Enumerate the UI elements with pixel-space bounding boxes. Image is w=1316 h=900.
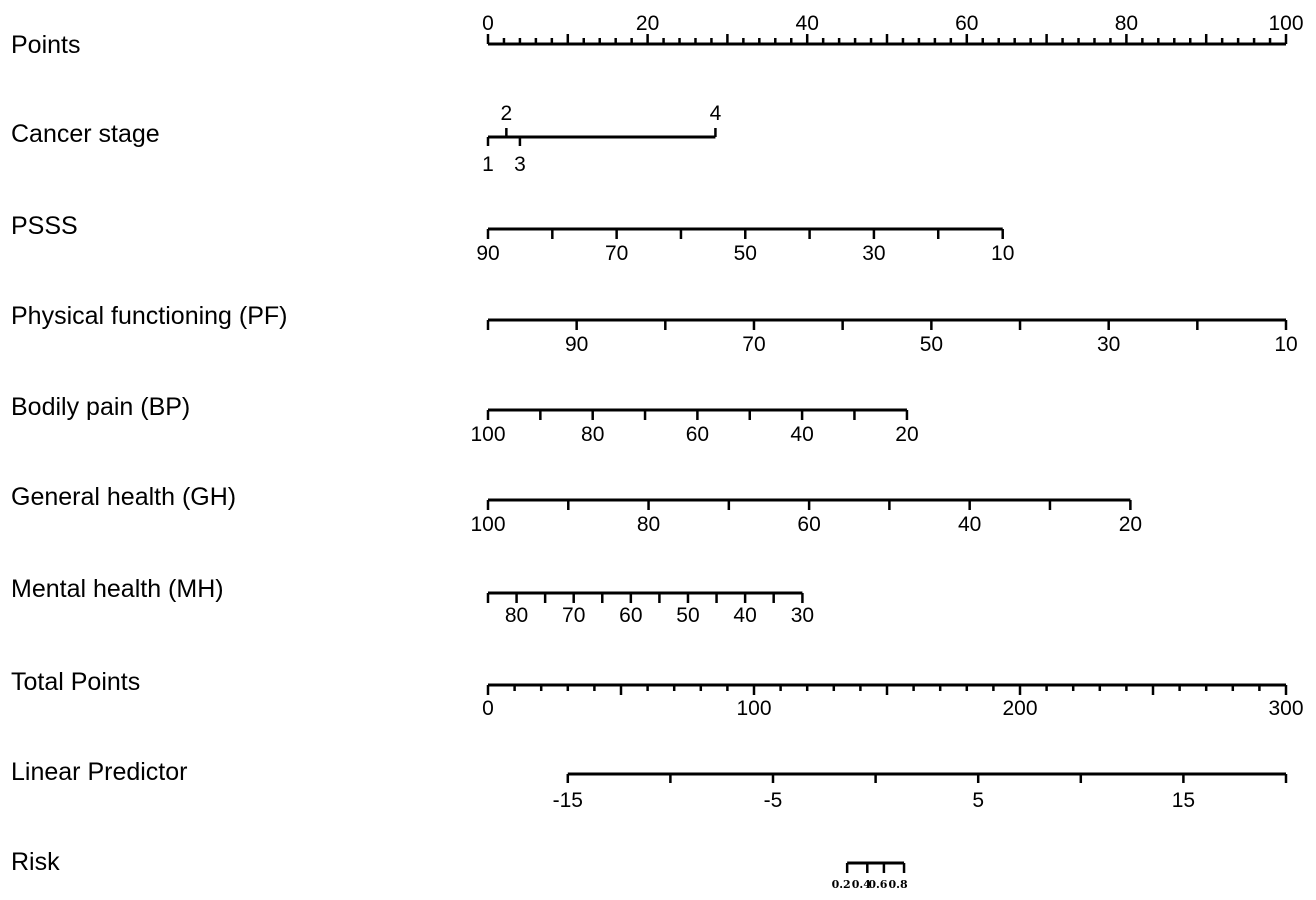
bodily-pain-tick-label: 80 — [581, 423, 604, 446]
row-label-points: Points — [11, 31, 80, 59]
psss-tick-label: 90 — [476, 242, 499, 265]
points-tick-label: 60 — [955, 12, 978, 35]
row-labels: Points Cancer stage PSSS Physical functi… — [11, 31, 288, 876]
psss-tick-label: 30 — [862, 242, 885, 265]
linear-predictor-tick-label: 5 — [972, 789, 984, 812]
points-tick-label: 20 — [636, 12, 659, 35]
bodily-pain-tick-label: 20 — [895, 423, 918, 446]
row-label-physical-functioning: Physical functioning (PF) — [11, 302, 288, 330]
row-label-cancer-stage: Cancer stage — [11, 120, 160, 148]
risk-tick-label: 0.4 — [852, 878, 871, 891]
cancer-stage-tick-label: 4 — [710, 102, 722, 125]
points-tick-label: 0 — [482, 12, 494, 35]
total-points-tick-label: 200 — [1002, 697, 1037, 720]
bodily-pain-tick-label: 60 — [686, 423, 709, 446]
mental-health-tick-label: 70 — [562, 604, 585, 627]
linear-predictor-tick-label: -5 — [764, 789, 783, 812]
risk-tick-label: 0.6 — [868, 878, 887, 891]
row-label-bodily-pain: Bodily pain (BP) — [11, 393, 190, 421]
mental-health-tick-label: 80 — [505, 604, 528, 627]
physical-functioning-tick-label: 30 — [1097, 333, 1120, 356]
mental-health-tick-label: 40 — [733, 604, 756, 627]
points-tick-label: 100 — [1268, 12, 1303, 35]
cancer-stage-tick-label: 2 — [501, 102, 513, 125]
mental-health-tick-label: 60 — [619, 604, 642, 627]
general-health-tick-label: 20 — [1119, 513, 1142, 536]
psss-tick-label: 70 — [605, 242, 628, 265]
cancer-stage-tick-label: 1 — [482, 153, 494, 176]
risk-tick-label: 0.8 — [888, 878, 907, 891]
row-label-risk: Risk — [11, 848, 60, 876]
linear-predictor-tick-label: 15 — [1172, 789, 1195, 812]
row-label-psss: PSSS — [11, 212, 78, 240]
physical-functioning-tick-label: 90 — [565, 333, 588, 356]
mental-health-tick-label: 30 — [791, 604, 814, 627]
row-label-linear-predictor: Linear Predictor — [11, 758, 187, 786]
points-tick-label: 40 — [796, 12, 819, 35]
points-tick-label: 80 — [1115, 12, 1138, 35]
general-health-tick-label: 60 — [797, 513, 820, 536]
risk-tick-label: 0.2 — [832, 878, 851, 891]
linear-predictor-tick-label: -15 — [553, 789, 583, 812]
total-points-tick-label: 300 — [1268, 697, 1303, 720]
total-points-tick-label: 100 — [736, 697, 771, 720]
general-health-tick-label: 100 — [470, 513, 505, 536]
row-label-mental-health: Mental health (MH) — [11, 575, 224, 603]
psss-tick-label: 10 — [991, 242, 1014, 265]
psss-tick-label: 50 — [734, 242, 757, 265]
bodily-pain-tick-label: 40 — [790, 423, 813, 446]
general-health-tick-label: 80 — [637, 513, 660, 536]
mental-health-tick-label: 50 — [676, 604, 699, 627]
physical-functioning-tick-label: 10 — [1274, 333, 1297, 356]
bodily-pain-tick-label: 100 — [470, 423, 505, 446]
row-label-total-points: Total Points — [11, 668, 140, 696]
physical-functioning-tick-label: 50 — [920, 333, 943, 356]
row-label-general-health: General health (GH) — [11, 483, 236, 511]
general-health-tick-label: 40 — [958, 513, 981, 536]
total-points-tick-label: 0 — [482, 697, 494, 720]
cancer-stage-tick-label: 3 — [514, 153, 526, 176]
physical-functioning-tick-label: 70 — [742, 333, 765, 356]
